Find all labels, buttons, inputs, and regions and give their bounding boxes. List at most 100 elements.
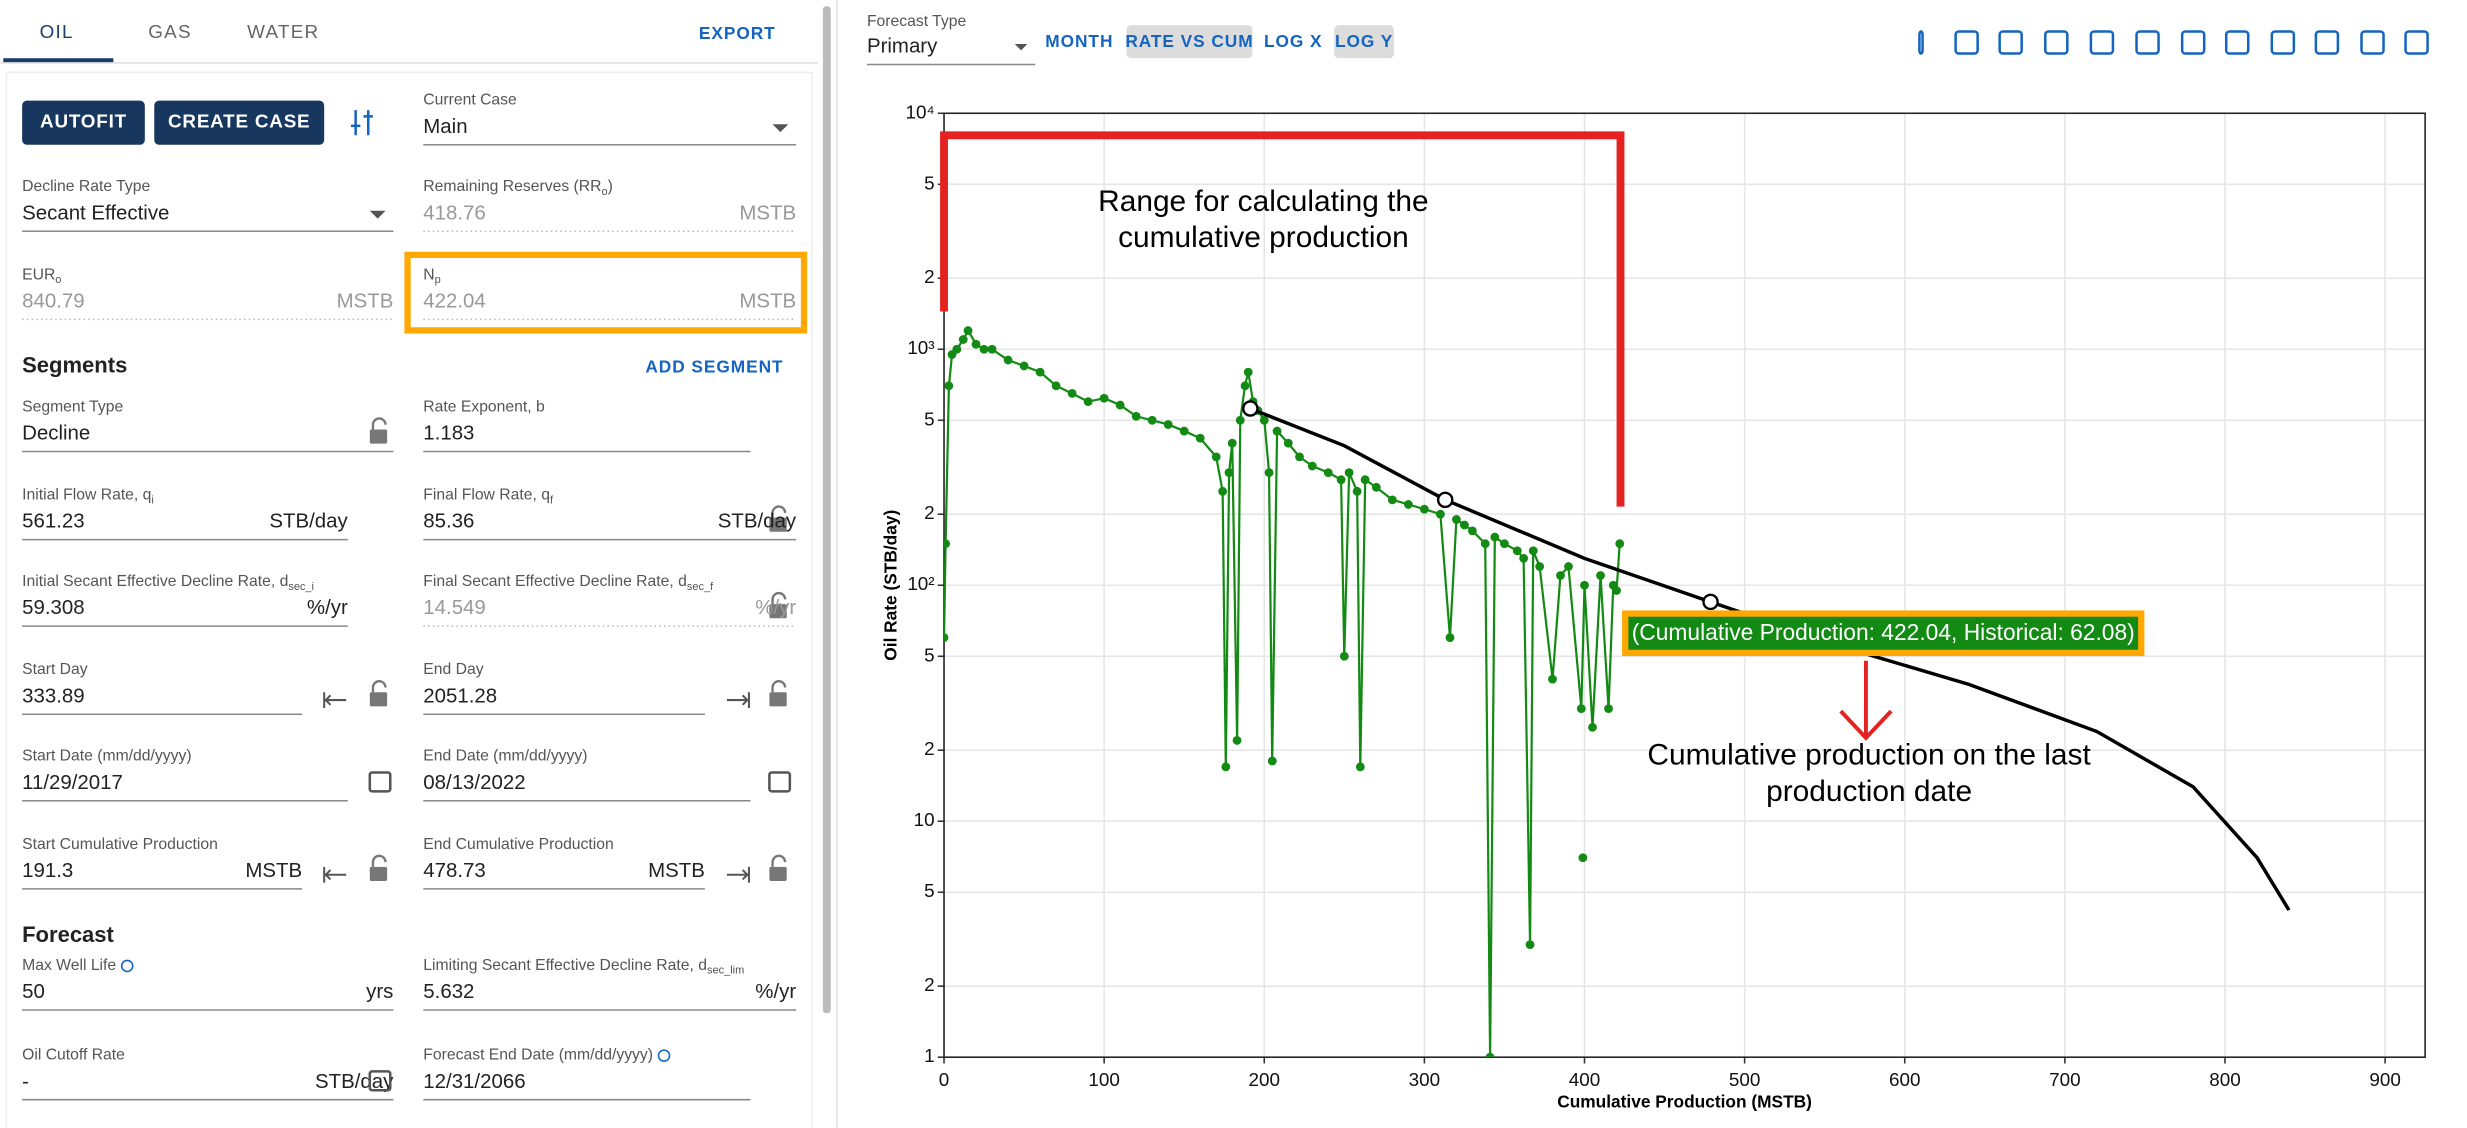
data-point bbox=[1295, 452, 1304, 462]
button-label[interactable]: AUTOFIT bbox=[40, 111, 127, 132]
data-point bbox=[1235, 415, 1245, 425]
arrow-end-icon[interactable] bbox=[726, 866, 750, 883]
line: Range for calculating the bbox=[1098, 185, 1429, 218]
field-label: Remaining Reserves (RRo) bbox=[423, 178, 613, 197]
data-point bbox=[1035, 367, 1045, 377]
data-point bbox=[1452, 515, 1461, 524]
field-value[interactable]: 2051.28 bbox=[423, 684, 497, 707]
data-point bbox=[1218, 486, 1228, 496]
export[interactable]: EXPORT bbox=[699, 23, 776, 43]
data-point bbox=[1519, 553, 1529, 563]
field-value[interactable]: 12/31/2066 bbox=[423, 1070, 525, 1093]
data-point bbox=[1371, 482, 1381, 492]
data-point bbox=[1548, 674, 1557, 684]
line: Cumulative production on the last bbox=[1647, 739, 2091, 772]
button[interactable] bbox=[22, 100, 145, 145]
forecast-point[interactable] bbox=[1242, 400, 1259, 417]
dropdown-arrow[interactable] bbox=[369, 210, 386, 219]
lock-icon[interactable] bbox=[769, 604, 787, 619]
button[interactable] bbox=[154, 100, 325, 145]
tool-icon[interactable] bbox=[2180, 30, 2206, 55]
button-label[interactable]: CREATE CASE bbox=[168, 111, 310, 132]
label-text: Oil Cutoff Rate bbox=[22, 1047, 125, 1064]
field-value[interactable]: 478.73 bbox=[423, 859, 486, 882]
data-point bbox=[1419, 504, 1429, 514]
toggle[interactable]: RATE VS CUM bbox=[1125, 31, 1253, 51]
field-value[interactable]: Secant Effective bbox=[22, 201, 169, 224]
tab[interactable]: GAS bbox=[148, 21, 192, 42]
tool-icon[interactable] bbox=[2044, 30, 2069, 55]
label-sub: f bbox=[550, 494, 554, 506]
field-value[interactable]: Main bbox=[423, 115, 467, 138]
field-label: Limiting Secant Effective Decline Rate, … bbox=[423, 957, 744, 976]
field-value[interactable]: 08/13/2022 bbox=[423, 771, 525, 794]
field-value[interactable]: 191.3 bbox=[22, 859, 73, 882]
tool-icon[interactable] bbox=[1998, 30, 2023, 55]
calendar-icon[interactable] bbox=[768, 771, 792, 793]
arrow-start-icon[interactable] bbox=[323, 866, 347, 883]
data-point bbox=[1528, 546, 1538, 556]
label-text: EUR bbox=[22, 266, 55, 283]
label-text: Limiting Secant Effective Decline Rate, … bbox=[423, 957, 707, 974]
field-unit: STB/day bbox=[315, 1070, 394, 1093]
x-tick-label: 100 bbox=[1088, 1069, 1119, 1090]
tool-icon[interactable] bbox=[2089, 30, 2115, 55]
toggle[interactable]: LOG X bbox=[1264, 31, 1323, 51]
data-point bbox=[1115, 400, 1125, 410]
field-value[interactable]: 5.632 bbox=[423, 980, 474, 1003]
lock-icon[interactable] bbox=[369, 429, 388, 444]
field-value[interactable]: 85.36 bbox=[423, 510, 474, 533]
help-icon[interactable] bbox=[657, 1049, 671, 1062]
field-value[interactable]: 1.183 bbox=[423, 422, 474, 445]
lock-icon[interactable] bbox=[769, 866, 787, 882]
y-axis-label: Oil Rate (STB/day) bbox=[881, 510, 901, 661]
field-label: Start Cumulative Production bbox=[22, 836, 218, 853]
data-point bbox=[1588, 722, 1597, 732]
arrow-start-icon[interactable] bbox=[323, 692, 347, 708]
add-segment[interactable]: ADD SEGMENT bbox=[645, 357, 783, 377]
tool-icon[interactable] bbox=[2404, 30, 2429, 55]
lock-icon[interactable] bbox=[769, 517, 787, 532]
tool-icon[interactable] bbox=[2135, 30, 2160, 55]
dropdown-arrow[interactable] bbox=[772, 124, 789, 133]
tune-icon[interactable] bbox=[350, 110, 373, 136]
dropdown-arrow bbox=[1014, 44, 1028, 51]
tool-icon[interactable] bbox=[1954, 30, 1979, 55]
lock-icon[interactable] bbox=[769, 692, 787, 707]
field-value[interactable]: 50 bbox=[22, 980, 45, 1003]
tool-icon[interactable] bbox=[2360, 30, 2385, 55]
tool-icon[interactable] bbox=[2270, 30, 2296, 55]
tab[interactable]: OIL bbox=[40, 21, 74, 42]
field-value[interactable]: 11/29/2017 bbox=[22, 771, 123, 794]
field-value[interactable]: 561.23 bbox=[22, 510, 85, 533]
field-value[interactable]: - bbox=[22, 1070, 29, 1093]
label-end: ) bbox=[608, 178, 613, 195]
field-value[interactable]: 59.308 bbox=[22, 596, 85, 619]
hover-box bbox=[1622, 610, 2145, 657]
toggle[interactable]: MONTH bbox=[1045, 31, 1113, 51]
field-label: End Day bbox=[423, 661, 483, 678]
field-value[interactable]: Decline bbox=[22, 422, 90, 445]
help-icon[interactable] bbox=[120, 959, 134, 973]
label-sub: o bbox=[601, 186, 607, 198]
arrow-end-icon[interactable] bbox=[726, 692, 750, 708]
tool-icon[interactable] bbox=[2314, 30, 2340, 55]
y-tick-label: 2 bbox=[924, 738, 935, 759]
calendar-icon[interactable] bbox=[368, 771, 392, 793]
field-value[interactable]: 333.89 bbox=[22, 684, 85, 707]
calendar-icon[interactable] bbox=[368, 1070, 392, 1092]
tool-icon[interactable] bbox=[2224, 30, 2250, 55]
toggle[interactable]: LOG Y bbox=[1335, 31, 1393, 51]
label-sub: sec_lim bbox=[707, 965, 744, 977]
lock-icon[interactable] bbox=[369, 866, 388, 882]
field-unit: STB/day bbox=[718, 510, 797, 533]
x-tick-label: 0 bbox=[939, 1069, 949, 1090]
lock-icon[interactable] bbox=[369, 692, 388, 707]
tool-icon[interactable] bbox=[1918, 30, 1924, 55]
data-point bbox=[1525, 940, 1535, 950]
forecast-point[interactable] bbox=[1436, 491, 1454, 509]
forecast-type[interactable]: Primary bbox=[867, 35, 938, 58]
tab[interactable]: WATER bbox=[247, 21, 319, 42]
hover-label: (Cumulative Production: 422.04, Historic… bbox=[1632, 619, 2135, 645]
forecast-point[interactable] bbox=[1702, 593, 1719, 611]
